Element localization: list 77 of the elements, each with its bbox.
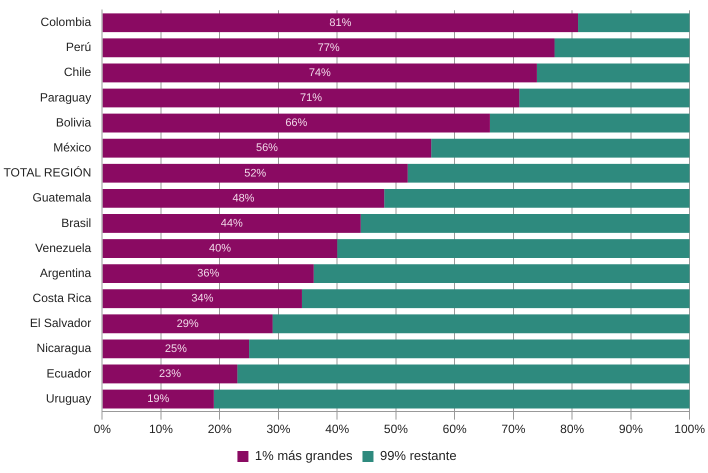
bar [272,314,690,334]
y-tick-label: Argentina [40,266,92,280]
y-tick-label: TOTAL REGIÓN [3,166,92,180]
data-label: 34% [191,292,214,305]
data-label: 81% [329,16,352,29]
x-tick-label: 10% [148,422,174,436]
x-tick-label: 20% [208,422,232,436]
bar [102,164,408,183]
data-label: 77% [318,42,340,54]
data-label: 44% [220,217,243,230]
y-tick-label: Colombia [40,15,92,30]
bar [102,88,520,108]
bar [102,13,578,32]
y-tick-label: Bolivia [56,115,92,130]
bar [384,188,690,208]
data-label: 66% [285,117,308,130]
bar [102,264,314,284]
bar [237,364,690,384]
data-label: 71% [300,92,322,104]
x-tick-label: 100% [674,422,706,436]
y-tick-label: Venezuela [35,240,92,255]
legend-label: 1% más grandes [254,448,353,464]
bar [554,38,690,58]
data-label: 23% [159,368,182,380]
y-tick-label: Costa Rica [32,291,92,306]
bar [302,289,690,308]
bar [360,214,690,233]
legend-label: 99% restante [380,448,457,464]
bar [102,188,384,208]
bar [578,13,690,32]
x-tick-label: 70% [501,422,526,436]
bar [490,114,690,132]
bar [102,214,361,233]
data-label: 19% [147,393,170,406]
bar [102,390,214,408]
bar [102,364,238,384]
y-tick-label: Uruguay [46,391,92,406]
y-tick-label: Chile [64,65,92,80]
data-label: 74% [308,66,332,79]
y-tick-label: Perú [66,40,92,54]
bar [102,314,273,334]
bar [102,239,338,258]
y-tick-label: Paraguay [40,90,92,104]
bar [536,64,690,82]
bar [408,164,690,183]
data-label: 56% [256,142,278,154]
bar [314,264,690,284]
x-tick-label: 90% [618,422,644,436]
x-tick-label: 30% [266,422,291,436]
bar [102,339,250,358]
y-tick-label: Nicaragua [36,341,92,356]
data-label: 52% [244,167,266,180]
x-tick-label: 50% [384,422,408,436]
y-tick-label: México [53,140,92,154]
x-tick-label: 80% [560,422,585,436]
x-tick-label: 40% [325,422,350,436]
bar [337,239,690,258]
y-tick-label: Ecuador [46,366,92,380]
y-tick-label: Guatemala [32,190,92,205]
y-tick-label: El Salvador [30,316,92,330]
data-label: 48% [232,192,255,204]
bar [102,38,555,58]
bar [102,289,302,308]
x-tick-label: 60% [442,422,468,436]
bar [102,114,490,132]
data-label: 29% [176,318,199,330]
bar [102,138,432,158]
data-label: 36% [197,268,220,280]
x-tick-label: 0% [94,422,112,436]
bar [214,390,690,408]
y-tick-label: Brasil [61,216,92,230]
bar [431,138,690,158]
bar [249,339,690,358]
bar [102,64,537,82]
data-label: 40% [208,242,232,255]
data-label: 25% [164,342,188,355]
bar [519,88,690,108]
